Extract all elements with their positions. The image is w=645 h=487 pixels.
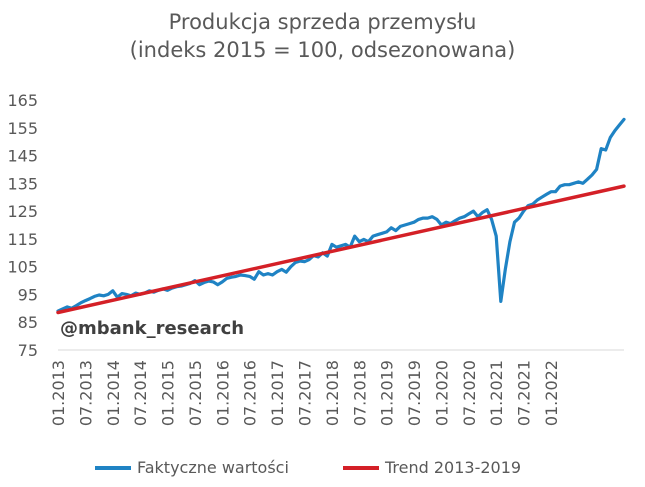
y-tick-label: 145 (7, 147, 38, 166)
x-tick-label: 07.2014 (131, 360, 150, 426)
y-tick-label: 105 (7, 258, 38, 277)
watermark-text: @mbank_research (60, 318, 245, 339)
x-tick-label: 01.2016 (213, 360, 232, 426)
x-tick-label: 01.2021 (487, 360, 506, 426)
x-tick-label: 07.2015 (186, 360, 205, 426)
x-tick-label: 01.2015 (159, 360, 178, 426)
x-tick-label: 01.2018 (323, 360, 342, 426)
y-tick-label: 135 (7, 174, 38, 193)
x-tick-label: 07.2021 (515, 360, 534, 426)
x-tick-label: 07.2017 (295, 360, 314, 426)
x-tick-label: 07.2013 (76, 360, 95, 426)
y-tick-label: 165 (7, 91, 38, 110)
y-tick-label: 95 (18, 285, 38, 304)
x-tick-label: 01.2020 (432, 360, 451, 426)
legend-label-actual: Faktyczne wartości (137, 458, 289, 477)
chart-subtitle: (indeks 2015 = 100, odsezonowana) (129, 38, 516, 62)
x-tick-label: 01.2019 (378, 360, 397, 426)
legend-swatch-trend (343, 465, 379, 470)
legend: Faktyczne wartości Trend 2013-2019 (0, 458, 645, 482)
legend-swatch-actual (95, 465, 131, 470)
legend-item-trend: Trend 2013-2019 (343, 458, 521, 477)
y-tick-label: 125 (7, 202, 38, 221)
legend-label-trend: Trend 2013-2019 (385, 458, 522, 477)
x-tick-label: 01.2014 (104, 360, 123, 426)
y-tick-label: 85 (18, 313, 38, 332)
y-tick-label: 115 (7, 230, 38, 249)
x-tick-label: 07.2016 (241, 360, 260, 426)
chart-title: Produkcja sprzeda przemysłu (168, 10, 477, 34)
y-tick-label: 75 (18, 341, 38, 360)
x-tick-label: 07.2020 (460, 360, 479, 426)
series-line-actual (56, 117, 626, 313)
x-tick-label: 01.2022 (542, 360, 561, 426)
x-tick-label: 01.2017 (268, 360, 287, 426)
x-tick-label: 01.2013 (49, 360, 68, 426)
y-tick-label: 155 (7, 119, 38, 138)
series-line-trend (56, 184, 626, 315)
legend-item-actual: Faktyczne wartości (95, 458, 289, 477)
x-tick-label: 07.2019 (405, 360, 424, 426)
x-tick-label: 07.2018 (350, 360, 369, 426)
